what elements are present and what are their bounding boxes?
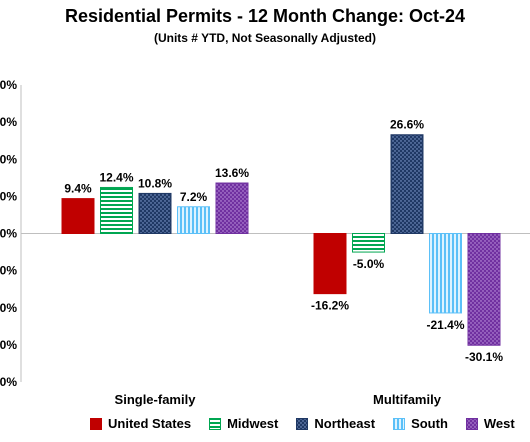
legend-label: West (483, 416, 515, 431)
data-label: -16.2% (311, 299, 349, 313)
category-label: Multifamily (373, 392, 442, 407)
bar-northeast-multifamily (390, 134, 424, 234)
y-tick-label: -30% (0, 338, 17, 352)
legend-swatch (90, 417, 102, 430)
legend-label: Midwest (227, 416, 279, 431)
bar-united-states-multifamily (313, 233, 347, 295)
y-tick-label: -40% (0, 375, 17, 389)
data-label: 12.4% (99, 170, 133, 184)
bars: 9.4% 12.4% 10.8% 7.2% 13.6% -16.2% -5.0% 26.6% -… (61, 118, 503, 364)
legend-item: United States (90, 416, 191, 431)
bar-midwest-single-family (100, 186, 133, 234)
bar-northeast-single-family (138, 192, 172, 234)
legend-item: Midwest (209, 416, 278, 431)
data-label: 7.2% (180, 190, 208, 204)
legend-item: Northeast (296, 416, 375, 431)
x-axis: Single-family Multifamily (115, 392, 442, 407)
legend-swatch (296, 417, 309, 430)
bar-west-single-family (215, 182, 249, 234)
legend: United States Midwest Northeast South West (90, 416, 520, 431)
y-tick-label: 40% (0, 78, 17, 92)
data-label: 26.6% (390, 118, 424, 132)
y-tick-label: -20% (0, 301, 17, 315)
legend-swatch (393, 417, 406, 430)
category-label: Single-family (115, 392, 197, 407)
legend-label: South (411, 416, 448, 431)
chart-title: Residential Permits - 12 Month Change: O… (64, 6, 466, 26)
legend-label: United States (108, 416, 192, 431)
bar-midwest-multifamily (352, 233, 385, 253)
bar-united-states-single-family (61, 198, 95, 234)
bar-west-multifamily (467, 233, 501, 346)
data-label: -5.0% (353, 257, 385, 271)
bar-south-single-family (177, 206, 210, 235)
bar-south-multifamily (429, 233, 462, 314)
data-label: -21.4% (426, 318, 464, 332)
legend-item: South (393, 416, 448, 431)
y-tick-label: 20% (0, 152, 17, 166)
chart-subtitle: (Units # YTD, Not Seasonally Adjusted) (153, 31, 377, 45)
y-tick-label: 0% (0, 227, 17, 241)
legend-swatch (465, 417, 478, 430)
legend-item: West (465, 416, 515, 431)
data-label: 9.4% (64, 182, 92, 196)
data-label: -30.1% (465, 350, 503, 364)
legend-swatch (209, 417, 222, 430)
y-tick-label: 30% (0, 115, 17, 129)
y-tick-label: 10% (0, 189, 17, 203)
data-label: 10.8% (138, 176, 172, 190)
data-label: 13.6% (215, 166, 249, 180)
y-tick-label: -10% (0, 264, 17, 278)
legend-label: Northeast (314, 416, 376, 431)
